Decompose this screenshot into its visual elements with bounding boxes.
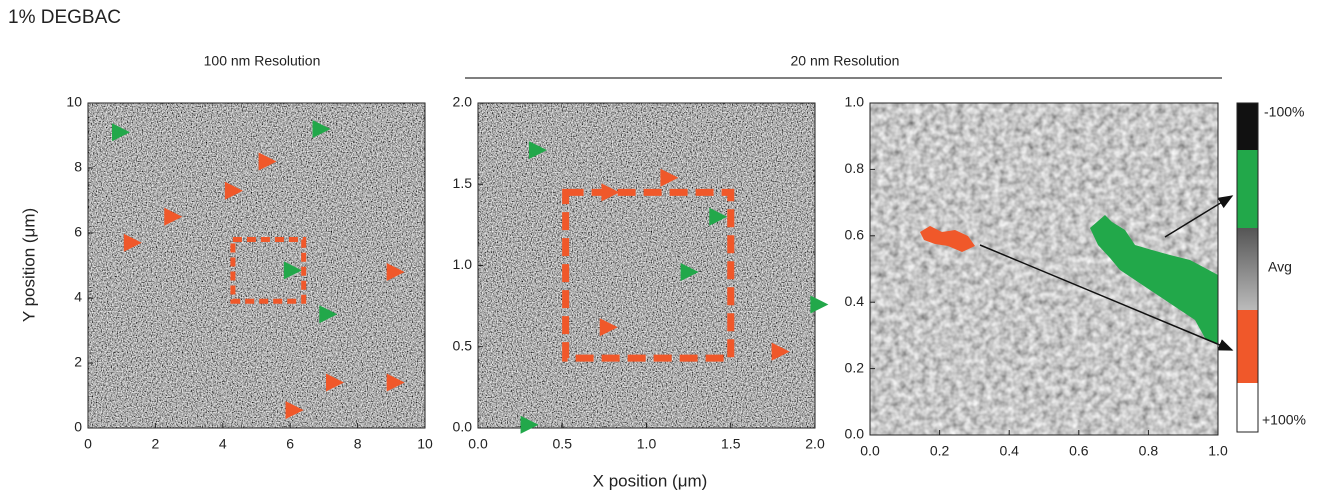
marker: [123, 233, 142, 252]
y-tick-label: 0.4: [845, 293, 865, 309]
arrow: [1164, 195, 1234, 238]
x-tick-label: 0.0: [860, 443, 880, 459]
marker: [112, 123, 131, 142]
marker: [258, 152, 277, 171]
y-tick-label: 1.0: [453, 256, 473, 272]
y-tick-label: 0.8: [845, 160, 865, 176]
x-tick-label: 0.5: [553, 436, 573, 452]
x-axis-label: X position (μm): [593, 471, 708, 490]
marker: [680, 263, 699, 281]
marker: [312, 120, 331, 138]
marker: [528, 141, 547, 160]
marker: [660, 168, 679, 187]
region-box: [562, 188, 735, 362]
marker: [386, 373, 405, 392]
marker: [771, 342, 790, 361]
y-tick-label: 2.0: [453, 94, 473, 110]
x-tick-label: 0.4: [999, 443, 1019, 459]
plot-frame: [87, 102, 426, 429]
x-tick-label: 0.2: [930, 443, 950, 459]
marker: [224, 181, 243, 200]
image-background: [88, 103, 425, 428]
x-tick-label: 2: [152, 436, 160, 452]
x-tick-label: 0.0: [468, 436, 488, 452]
x-tick-label: 4: [219, 436, 227, 452]
marker: [164, 207, 183, 226]
marker: [601, 183, 620, 202]
x-tick-label: 8: [354, 436, 362, 452]
colorbar-label: Avg: [1268, 259, 1292, 275]
y-tick-label: 1.0: [845, 94, 865, 110]
y-tick-label: 10: [66, 94, 82, 110]
x-tick-label: 1.0: [1208, 443, 1228, 459]
plot-frame: [869, 102, 1219, 436]
marker: [599, 318, 618, 337]
y-tick-label: 0.0: [845, 426, 865, 442]
marker: [520, 415, 539, 434]
y-tick-label: 0: [74, 419, 82, 435]
figure-title: 1% DEGBAC: [8, 7, 121, 28]
colorbar-label: -100%: [1264, 104, 1304, 120]
y-tick-label: 0.0: [453, 419, 473, 435]
y-tick-label: 0.6: [845, 227, 865, 243]
x-tick-label: 2.0: [805, 436, 825, 452]
marker: [386, 263, 405, 281]
x-tick-label: 1.0: [637, 436, 657, 452]
y-tick-label: 1.5: [453, 175, 473, 191]
y-tick-label: 6: [74, 224, 82, 240]
y-tick-label: 8: [74, 159, 82, 175]
colorbar-label: +100%: [1262, 412, 1306, 428]
marker: [810, 295, 829, 314]
y-axis-label: Y position (μm): [19, 208, 38, 322]
arrow: [979, 244, 1234, 351]
marker: [319, 305, 338, 324]
region-box: [230, 237, 307, 304]
marker: [326, 373, 345, 392]
orange-cluster: [920, 226, 975, 252]
x-tick-label: 0.6: [1069, 443, 1089, 459]
marker: [283, 261, 302, 280]
colorbar: [1236, 102, 1259, 433]
y-tick-label: 0.2: [845, 359, 865, 375]
x-tick-label: 0: [84, 436, 92, 452]
green-cluster: [1090, 215, 1218, 345]
image-background: [478, 103, 815, 428]
group-label: 20 nm Resolution: [791, 53, 900, 69]
marker: [709, 207, 728, 226]
x-tick-label: 0.8: [1139, 443, 1159, 459]
y-tick-label: 2: [74, 354, 82, 370]
y-tick-label: 0.5: [453, 337, 473, 353]
x-tick-label: 6: [286, 436, 294, 452]
marker: [285, 401, 304, 420]
x-tick-label: 1.5: [721, 436, 741, 452]
group-label: 100 nm Resolution: [204, 53, 321, 69]
y-tick-label: 4: [74, 289, 82, 305]
x-tick-label: 10: [417, 436, 433, 452]
